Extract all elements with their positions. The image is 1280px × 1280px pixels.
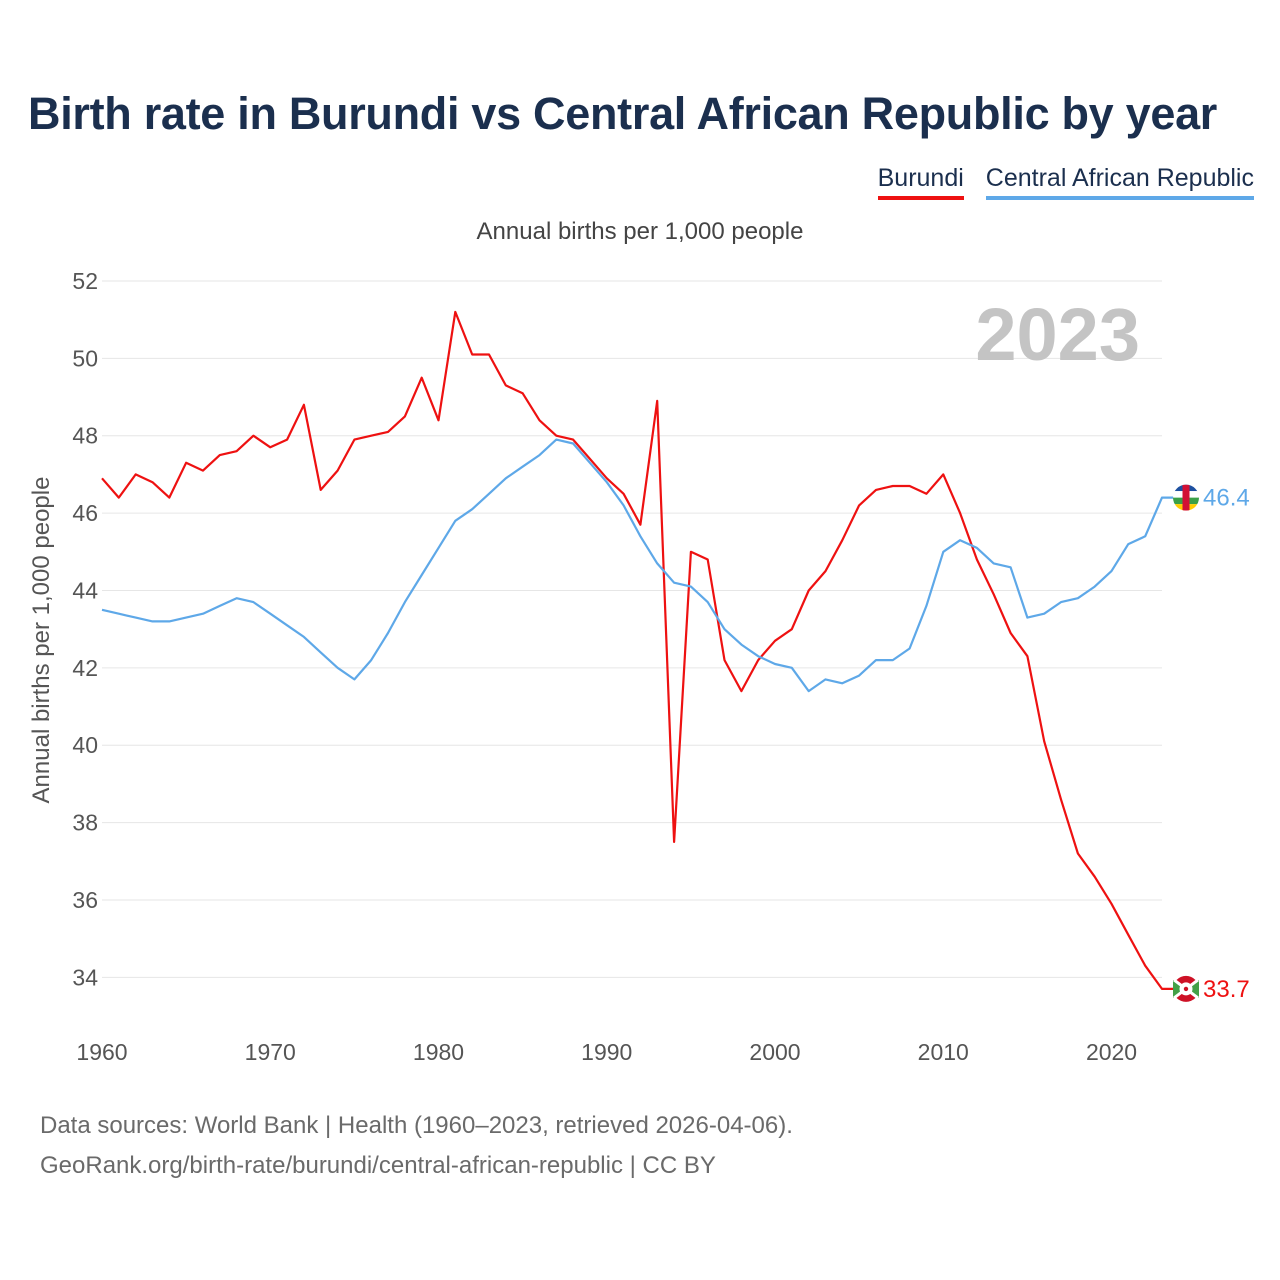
series-lines xyxy=(101,310,1174,991)
flag-icon-central-african-republic xyxy=(1173,484,1199,511)
x-tick-label: 2020 xyxy=(1086,1039,1137,1065)
y-axis-ticks: 34 36 38 40 42 44 46 48 50 52 xyxy=(72,268,98,990)
x-axis-ticks: 1960 1970 1980 1990 2000 2010 2020 xyxy=(76,1039,1137,1065)
end-value-label-central-african-republic: 46.4 xyxy=(1203,485,1250,512)
flag-icon-burundi xyxy=(1173,975,1199,1002)
x-tick-label: 1980 xyxy=(413,1039,464,1065)
x-tick-label: 2000 xyxy=(749,1039,800,1065)
y-tick-label: 36 xyxy=(72,887,98,913)
y-tick-label: 40 xyxy=(72,732,98,758)
x-tick-label: 1970 xyxy=(245,1039,296,1065)
chart-title: Birth rate in Burundi vs Central African… xyxy=(28,88,1218,139)
year-badge: 2023 xyxy=(975,293,1140,376)
attribution-text: GeoRank.org/birth-rate/burundi/central-a… xyxy=(40,1152,716,1179)
end-markers: 33.7 46.4 xyxy=(1173,484,1250,1003)
y-tick-label: 52 xyxy=(72,268,98,294)
series-line-burundi xyxy=(101,310,1174,991)
y-tick-label: 38 xyxy=(72,810,98,836)
x-tick-label: 2010 xyxy=(918,1039,969,1065)
end-value-label-burundi: 33.7 xyxy=(1203,976,1250,1003)
legend: Burundi Central African Republic xyxy=(877,164,1254,200)
y-tick-label: 46 xyxy=(72,500,98,526)
chart-subtitle: Annual births per 1,000 people xyxy=(476,218,804,245)
footer: Data sources: World Bank | Health (1960–… xyxy=(40,1106,793,1186)
data-source-text: Data sources: World Bank | Health (1960–… xyxy=(40,1112,793,1139)
gridlines xyxy=(102,280,1162,978)
y-tick-label: 34 xyxy=(72,964,98,990)
line-chart: 34 36 38 40 42 44 46 48 50 52 1960 1970 1980 1990 200… xyxy=(72,268,1250,1065)
legend-item-central-african-republic[interactable]: Central African Republic xyxy=(985,164,1254,200)
legend-item-burundi[interactable]: Burundi xyxy=(877,164,964,200)
x-tick-label: 1960 xyxy=(76,1039,127,1065)
y-tick-label: 44 xyxy=(72,577,98,603)
y-tick-label: 50 xyxy=(72,345,98,371)
y-tick-label: 48 xyxy=(72,423,98,449)
x-tick-label: 1990 xyxy=(581,1039,632,1065)
y-tick-label: 42 xyxy=(72,655,98,681)
series-line-central-african-republic xyxy=(101,438,1174,693)
